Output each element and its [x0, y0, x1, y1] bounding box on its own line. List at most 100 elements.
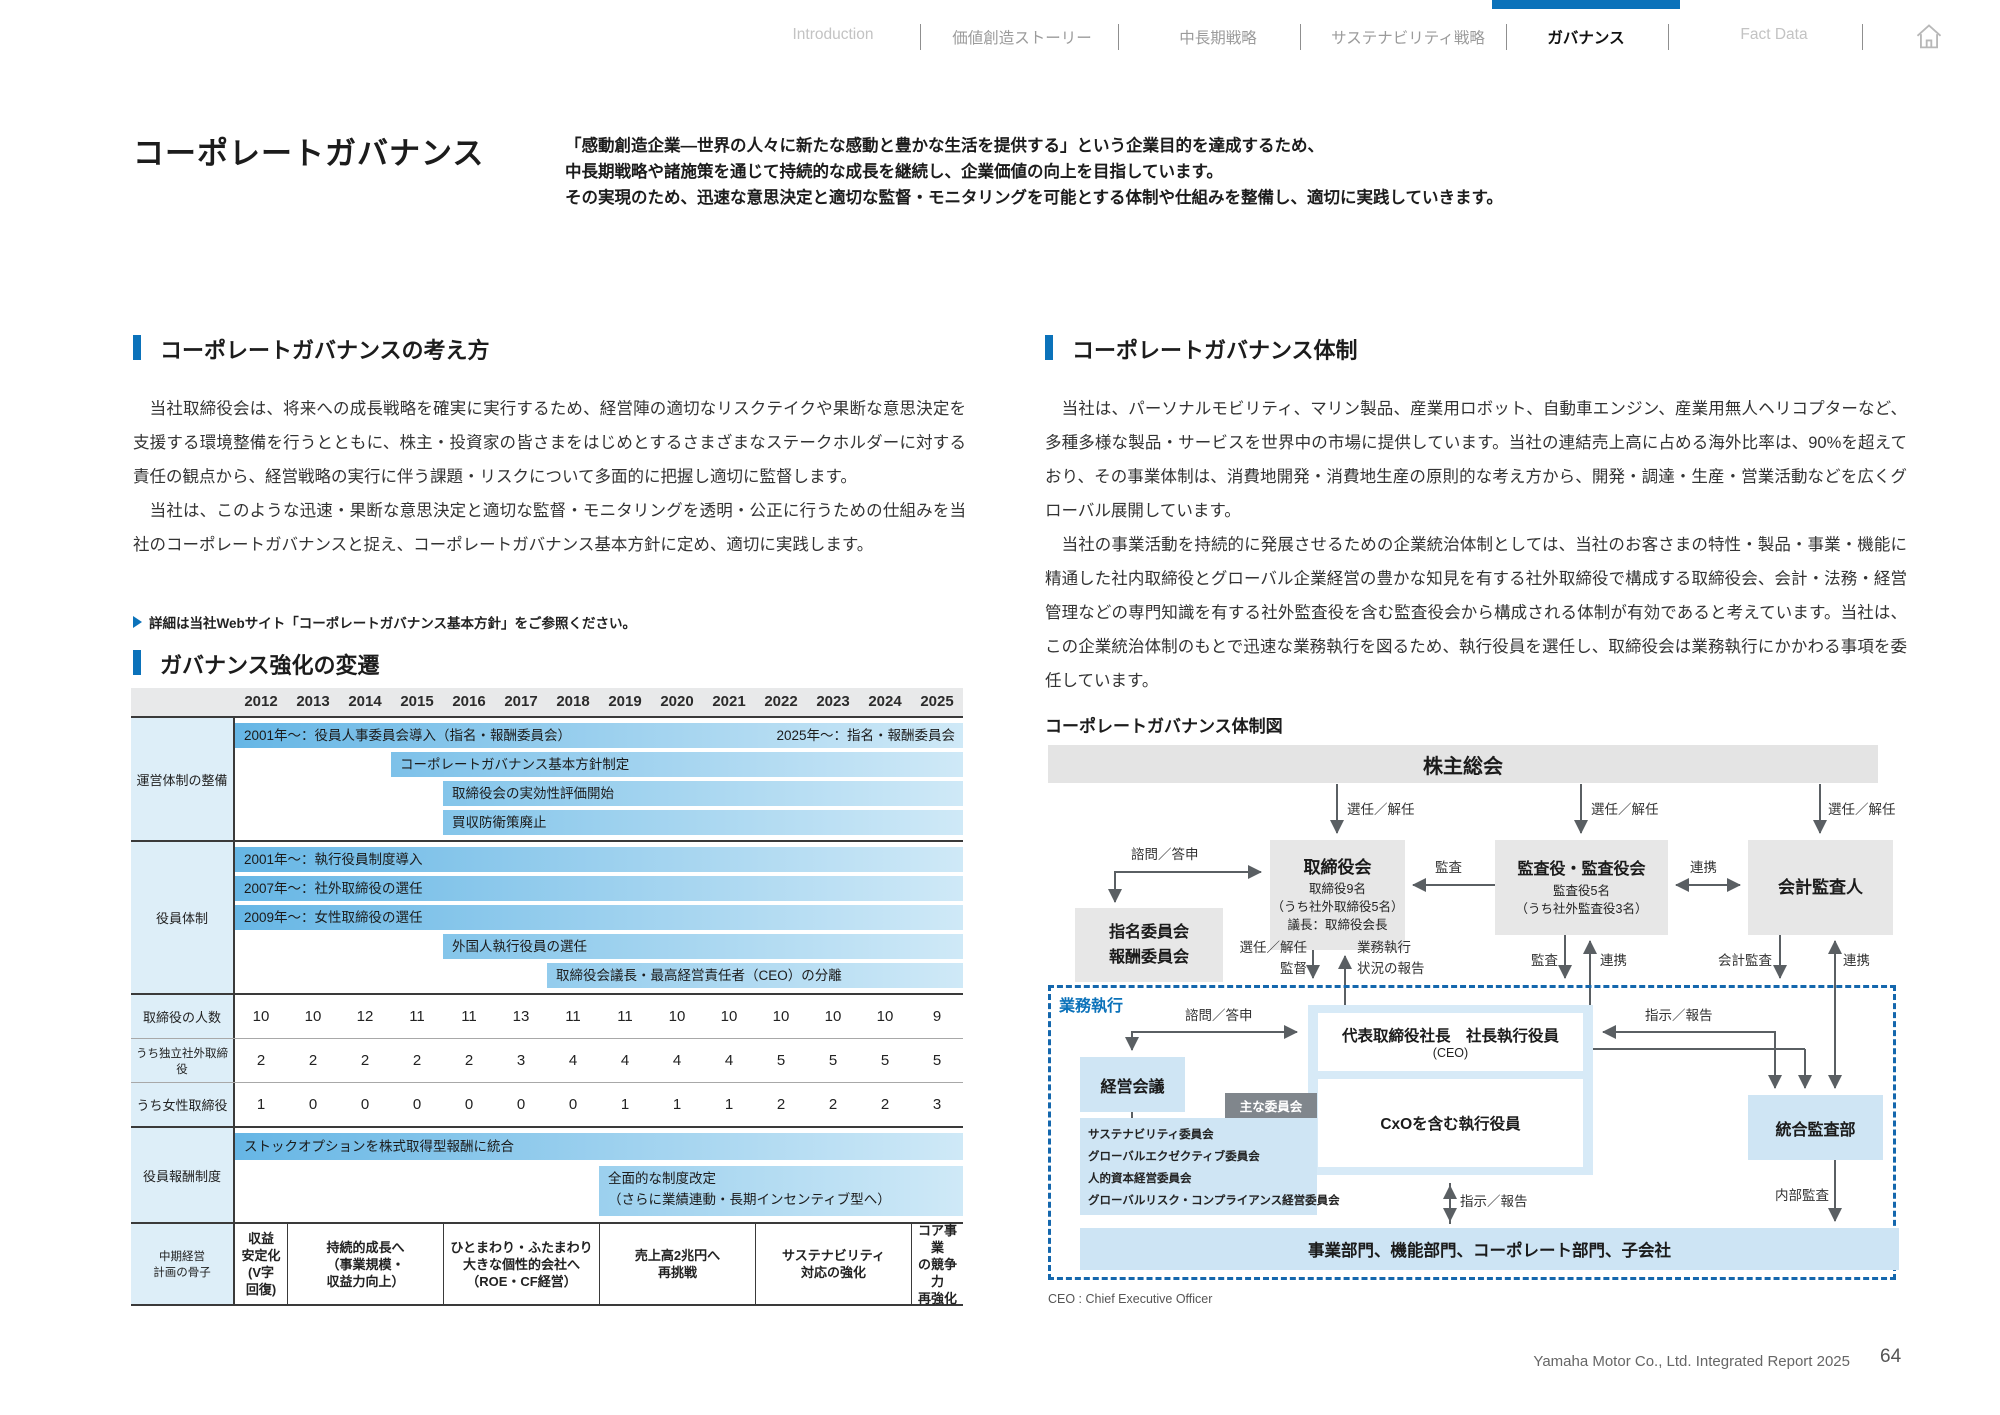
value-cell: 4 — [568, 1052, 578, 1069]
value-cell: 2 — [412, 1052, 422, 1069]
year-label: 2024 — [868, 693, 902, 710]
value-cell: 4 — [724, 1052, 734, 1069]
section-bullet — [133, 335, 141, 360]
label-execution-report: 業務執行 状況の報告 — [1357, 940, 1425, 976]
label-audit: 監査 — [1435, 860, 1462, 875]
year-label: 2015 — [400, 693, 434, 710]
label-elect-dismiss: 選任／解任 — [1591, 802, 1659, 817]
execution-frame — [1048, 985, 1896, 1280]
year-label: 2017 — [504, 693, 538, 710]
shareholders-meeting-box: 株主総会 — [1048, 745, 1878, 783]
box-line: 議長：取締役会長 — [1287, 918, 1388, 932]
tab-fact-data[interactable]: Fact Data — [1740, 26, 1808, 43]
row-label: うち女性取締役 — [131, 1083, 235, 1126]
philosophy-text: 当社取締役会は、将来への成長戦略を確実に実行するため、経営陣の適切なリスクテイク… — [133, 392, 966, 562]
tab-introduction[interactable]: Introduction — [792, 26, 874, 43]
label-consult: 諮問／答申 — [1185, 1008, 1253, 1023]
web-policy-link[interactable]: 詳細は当社Webサイト「コーポレートガバナンス基本方針」をご参照ください。 — [133, 612, 636, 632]
box-title: 監査役・監査役会 — [1517, 860, 1646, 878]
management-council-box: 経営会議 — [1080, 1057, 1185, 1112]
tab-governance[interactable]: ガバナンス — [1547, 30, 1625, 47]
timeline-bar: 2001年〜：役員人事委員会導入（指名・報酬委員会） 2025年〜：指名・報酬委員… — [235, 723, 963, 748]
table-group-row: 運営体制の整備 2001年〜：役員人事委員会導入（指名・報酬委員会） 2025年〜：… — [131, 718, 963, 842]
intro-line: 中長期戦略や諸施策を通じて持続的な成長を継続し、企業価値の向上を目指しています。 — [565, 163, 1223, 181]
value-cell: 0 — [308, 1096, 318, 1113]
page-title: コーポレートガバナンス — [133, 136, 485, 171]
value-cell: 1 — [672, 1096, 682, 1113]
value-cell: 4 — [620, 1052, 630, 1069]
year-label: 2014 — [348, 693, 382, 710]
value-cell: 11 — [617, 1008, 633, 1025]
page-number: 64 — [1880, 1346, 1902, 1367]
tab-midterm-strategy[interactable]: 中長期戦略 — [1179, 30, 1257, 47]
tab-value-creation[interactable]: 価値創造ストーリー — [952, 30, 1092, 47]
label-cooperation: 連携 — [1843, 953, 1870, 968]
bar-right-text: 2025年〜：指名・報酬委員会 — [776, 728, 955, 743]
committee-item: 人的資本経営委員会 — [1088, 1173, 1192, 1185]
home-icon[interactable] — [1914, 22, 1944, 52]
year-header-row: 2012 2013 2014 2015 2016 2017 2018 2019 2020 2021… — [131, 688, 963, 718]
value-cell: 2 — [880, 1096, 890, 1113]
section-bullet — [133, 650, 141, 675]
box-line: 取締役9名 — [1309, 882, 1366, 896]
nav-divider — [1668, 24, 1669, 50]
value-cell: 11 — [461, 1008, 477, 1025]
integrated-audit-box: 統合監査部 — [1748, 1095, 1883, 1160]
table-group-row: 役員体制 2001年〜：執行役員制度導入 2007年〜：社外取締役の選任 2009年〜… — [131, 842, 963, 995]
label-elect-dismiss: 選任／解任 — [1347, 802, 1415, 817]
year-label: 2018 — [556, 693, 590, 710]
section-bullet — [1045, 335, 1053, 360]
value-cell: 0 — [568, 1096, 578, 1113]
report-footer: Yamaha Motor Co., Ltd. Integrated Report… — [1533, 1353, 1850, 1370]
value-cell: 2 — [308, 1052, 318, 1069]
nav-divider — [1862, 24, 1863, 50]
page-intro: 「感動創造企業―世界の人々に新たな感動と豊かな生活を提供する」という企業目的を達… — [565, 133, 1745, 211]
row-label: 役員体制 — [131, 842, 235, 993]
label-direct-report: 指示／報告 — [1645, 1008, 1713, 1023]
midterm-cell: 売上高2兆円へ 再挑戦 — [599, 1224, 755, 1304]
timeline-bar: 外国人執行役員の選任 — [443, 934, 963, 959]
year-label: 2021 — [712, 693, 746, 710]
board-of-directors-box: 取締役会 取締役9名 （うち社外取締役5名） 議長：取締役会長 — [1270, 840, 1405, 950]
committee-item: サステナビリティ委員会 — [1088, 1129, 1214, 1141]
box-title: CxOを含む執行役員 — [1380, 1116, 1521, 1133]
value-cell: 0 — [516, 1096, 526, 1113]
timeline-bar: 取締役会の実効性評価開始 — [443, 781, 963, 806]
section-title-history: ガバナンス強化の変遷 — [160, 653, 380, 678]
value-cell: 1 — [620, 1096, 630, 1113]
label-cooperation: 連携 — [1690, 860, 1717, 875]
main-committees-tag: 主な委員会 — [1225, 1093, 1317, 1118]
timeline-bar: 2001年〜：執行役員制度導入 — [235, 847, 963, 872]
paragraph: 当社取締役会は、将来への成長戦略を確実に実行するため、経営陣の適切なリスクテイク… — [133, 400, 966, 486]
table-group-row: 役員報酬制度 ストックオプションを株式取得型報酬に統合 全面的な制度改定 （さらに業… — [131, 1128, 963, 1224]
label-internal-audit: 内部監査 — [1775, 1188, 1829, 1203]
table-number-row: うち女性取締役 1 0 0 0 0 0 0 1 1 1 2 2 2 3 — [131, 1083, 963, 1128]
box-title: 代表取締役社長 社長執行役員 — [1341, 1028, 1559, 1045]
timeline-bar: 2009年〜：女性取締役の選任 — [235, 905, 963, 930]
value-cell: 2 — [256, 1052, 266, 1069]
row-label: 運営体制の整備 — [131, 718, 235, 840]
table-number-row: 取締役の人数 10 10 12 11 11 13 11 11 10 10 10 10 10 9 — [131, 995, 963, 1039]
timeline-bar: 全面的な制度改定 （さらに業績連動・長期インセンティブ型へ） — [599, 1166, 963, 1216]
label-accounting-audit: 会計監査 — [1718, 953, 1772, 968]
box-subtitle: (CEO) — [1432, 1046, 1469, 1060]
paragraph: 当社は、パーソナルモビリティ、マリン製品、産業用ロボット、自動車エンジン、産業用… — [1045, 400, 1907, 520]
timeline-bar: 取締役会議長・最高経営責任者（CEO）の分離 — [547, 963, 963, 988]
label-elect-supervise: 選任／解任 監督 — [1239, 940, 1308, 976]
president-box: 代表取締役社長 社長執行役員 (CEO) — [1318, 1013, 1583, 1071]
value-cell: 10 — [876, 1008, 894, 1025]
value-cell: 2 — [464, 1052, 474, 1069]
timeline-bar: コーポレートガバナンス基本方針制定 — [391, 752, 963, 777]
tab-sustainability[interactable]: サステナビリティ戦略 — [1331, 30, 1485, 47]
value-cell: 10 — [824, 1008, 842, 1025]
timeline-bar: 買収防衛策廃止 — [443, 810, 963, 835]
diagram-title: コーポレートガバナンス体制図 — [1045, 717, 1283, 736]
year-label: 2016 — [452, 693, 486, 710]
value-cell: 3 — [516, 1052, 526, 1069]
year-label: 2025 — [920, 693, 954, 710]
committees-box: サステナビリティ委員会 グローバルエクゼクティブ委員会 人的資本経営委員会 グロ… — [1080, 1118, 1340, 1215]
midterm-cell: 収益 安定化 (V字 回復) — [241, 1231, 281, 1297]
midterm-cell: サステナビリティ 対応の強化 — [755, 1224, 911, 1304]
value-cell: 10 — [304, 1008, 322, 1025]
